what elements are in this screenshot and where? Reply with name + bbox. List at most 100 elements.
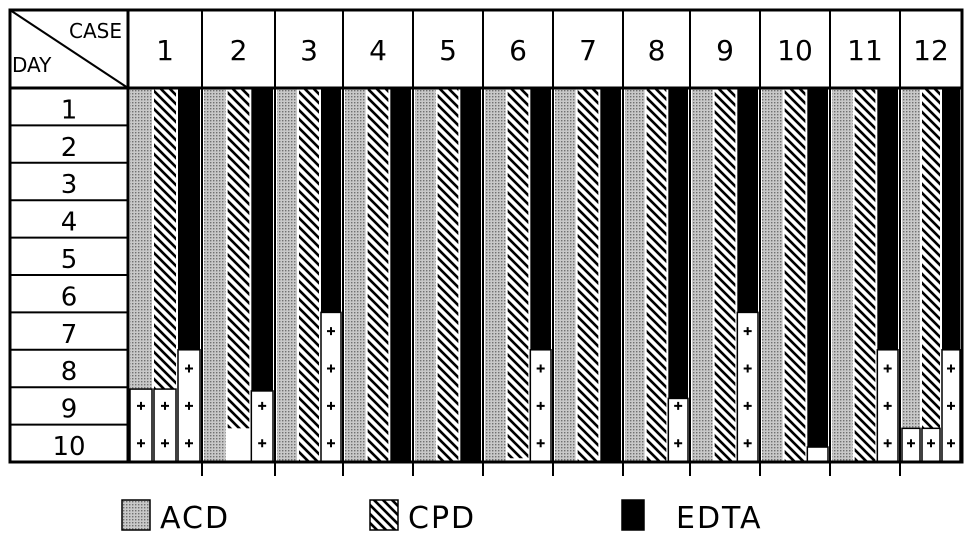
- plus-mark: [743, 401, 752, 410]
- legend-swatch-edta: [621, 499, 645, 531]
- plus-mark: [137, 401, 145, 410]
- bar-edta-case-2: [251, 88, 273, 391]
- day-label-8: 8: [61, 357, 78, 387]
- case-label-11: 11: [847, 34, 883, 67]
- bar-cpd-case-9: [714, 88, 736, 462]
- day-label-1: 1: [61, 95, 78, 125]
- legend-swatch-cpd: [369, 499, 399, 531]
- bar-acd-case-10: [762, 88, 783, 462]
- plus-mark: [536, 439, 545, 448]
- bar-cpd-case-10: [784, 88, 806, 462]
- plus-mark: [185, 364, 193, 373]
- case-labels: 1 2 3 4 5 6 7 8 9 10 11 12: [156, 34, 949, 67]
- plus-mark: [161, 439, 169, 448]
- bar-acd-case-1: [130, 88, 152, 390]
- plus-mark: [907, 439, 915, 448]
- bar-cpd-case-12: [922, 88, 940, 429]
- plus-mark: [743, 327, 752, 336]
- bar-edta-case-8: [668, 88, 688, 399]
- bar-edta-case-7: [600, 88, 621, 462]
- bar-cpd-case-6: [507, 88, 529, 459]
- bar-edta-case-4: [390, 88, 411, 462]
- bar-edta-case-10: [807, 88, 828, 448]
- day-label-4: 4: [61, 208, 78, 238]
- bar-cpd-case-11: [854, 88, 876, 462]
- day-label-9: 9: [61, 395, 78, 425]
- plus-mark: [947, 439, 955, 448]
- plus-mark: [258, 401, 267, 410]
- plus-mark: [161, 401, 169, 410]
- day-label-7: 7: [61, 320, 78, 350]
- bar-edta-case-3: [321, 88, 341, 313]
- bar-edta-case-9: [737, 88, 758, 313]
- legend-swatch-acd: [121, 499, 151, 531]
- bar-acd-case-12: [902, 88, 920, 429]
- plus-segment-acd-case-1: [129, 388, 153, 463]
- case-label-10: 10: [777, 34, 813, 67]
- bar-acd-case-7: [555, 88, 576, 462]
- bar-cpd-case-7: [577, 88, 599, 462]
- case-label-8: 8: [648, 34, 666, 67]
- plus-mark: [137, 439, 145, 448]
- corner-case-label: CASE: [69, 19, 122, 43]
- plus-mark: [536, 401, 545, 410]
- legend-label-edta: EDTA: [676, 501, 763, 536]
- plus-mark: [327, 327, 335, 336]
- plus-mark: [927, 439, 935, 448]
- bar-acd-case-4: [345, 88, 366, 462]
- bar-cpd-case-2: [227, 88, 250, 429]
- case-label-5: 5: [439, 34, 457, 67]
- legend-label-acd: ACD: [160, 501, 230, 536]
- legend-label-cpd: CPD: [408, 501, 476, 536]
- plus-mark: [674, 401, 683, 410]
- plus-mark: [327, 439, 335, 448]
- plus-mark: [743, 439, 752, 448]
- day-label-10: 10: [52, 432, 85, 462]
- plus-mark: [327, 401, 335, 410]
- case-label-4: 4: [369, 34, 387, 67]
- plus-mark: [185, 401, 193, 410]
- plus-mark: [883, 364, 892, 373]
- bar-cpd-case-5: [437, 88, 459, 462]
- day-label-6: 6: [61, 282, 78, 312]
- bar-edta-case-5: [460, 88, 481, 462]
- plus-segment-edta-case-2: [250, 390, 274, 463]
- chart-frame: [8, 8, 964, 464]
- bar-acd-case-5: [415, 88, 436, 462]
- plus-mark: [883, 401, 892, 410]
- bar-edta-case-6: [530, 88, 551, 350]
- case-label-6: 6: [509, 34, 527, 67]
- plus-mark: [327, 364, 335, 373]
- plus-mark: [947, 364, 955, 373]
- bar-edta-case-1: [178, 88, 200, 350]
- bar-acd-case-11: [832, 88, 853, 462]
- case-label-1: 1: [156, 34, 174, 67]
- bars-layer: [129, 88, 961, 463]
- bar-acd-case-9: [692, 88, 713, 462]
- plus-mark: [185, 439, 193, 448]
- case-label-3: 3: [300, 34, 318, 67]
- plus-segment-cpd-case-1: [153, 388, 177, 463]
- bar-cpd-case-8: [646, 88, 667, 462]
- case-label-12: 12: [913, 34, 949, 67]
- corner-day-label: DAY: [12, 53, 52, 77]
- plus-mark: [947, 401, 955, 410]
- bar-edta-case-11: [877, 88, 898, 350]
- plus-mark: [743, 364, 752, 373]
- legend: ACD CPD EDTA: [121, 499, 763, 536]
- day-label-5: 5: [61, 245, 78, 275]
- bar-acd-case-3: [277, 88, 297, 462]
- corner-diagonal: [9, 9, 129, 89]
- bar-acd-case-6: [485, 88, 506, 462]
- case-label-9: 9: [716, 34, 734, 67]
- bar-acd-case-2: [204, 88, 226, 462]
- day-label-2: 2: [61, 133, 78, 163]
- plus-mark: [883, 439, 892, 448]
- grid-layer: [8, 8, 964, 476]
- plus-segment-edta-case-10: [806, 446, 829, 463]
- case-label-7: 7: [579, 34, 597, 67]
- plus-mark: [258, 439, 267, 448]
- bar-cpd-case-1: [154, 88, 176, 390]
- bar-acd-case-8: [625, 88, 645, 462]
- plus-mark: [536, 364, 545, 373]
